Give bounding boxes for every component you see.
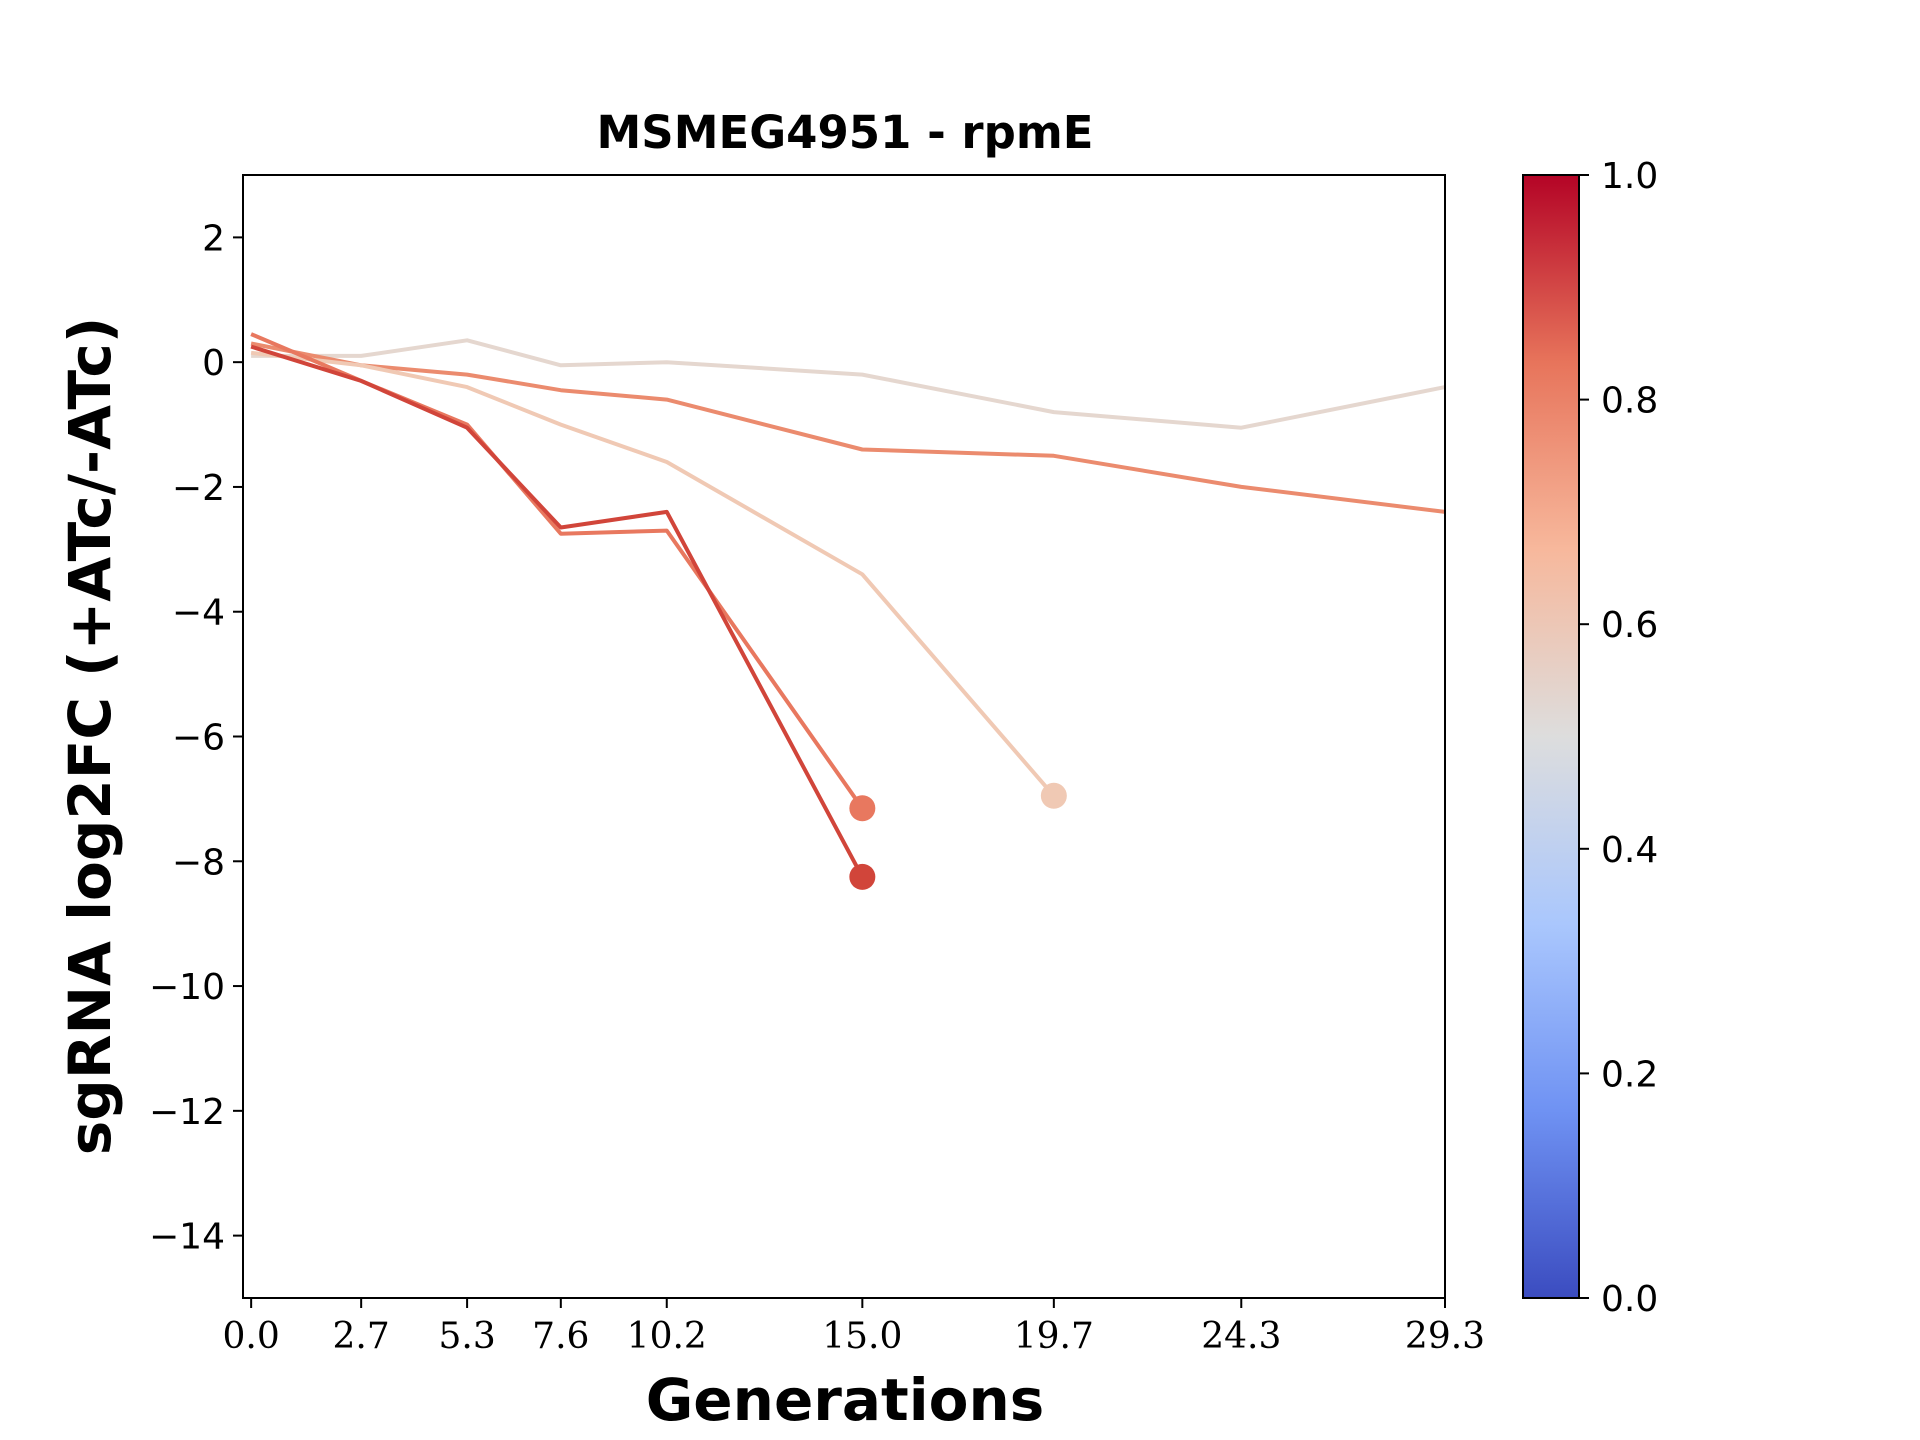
series-line-2 — [250, 341, 1446, 514]
y-tick-label: 0 — [202, 343, 225, 384]
y-tick-label: −2 — [172, 468, 225, 509]
y-tick-label: −4 — [172, 593, 225, 634]
colorbar-tick-label: 1.0 — [1601, 156, 1658, 197]
series-line-5 — [250, 344, 865, 878]
x-tick-label: 10.2 — [627, 1316, 707, 1357]
y-tick-label: −10 — [149, 967, 225, 1008]
series-endpoint-3 — [1040, 782, 1067, 809]
colorbar-tick-label: 0.4 — [1601, 830, 1658, 871]
y-tick-label: −14 — [149, 1217, 225, 1258]
y-tick-label: −12 — [149, 1092, 225, 1133]
x-tick-label: 0.0 — [223, 1316, 280, 1357]
y-tick-label: 2 — [202, 218, 225, 259]
x-tick-label: 5.3 — [438, 1316, 495, 1357]
x-axis-title: Generations — [646, 1366, 1045, 1434]
x-tick-label: 2.7 — [333, 1316, 390, 1357]
x-tick-label: 15.0 — [822, 1316, 902, 1357]
x-tick-label: 24.3 — [1201, 1316, 1281, 1357]
colorbar-frame — [1522, 174, 1580, 1299]
series-line-4 — [250, 332, 864, 810]
series-endpoint-4 — [849, 795, 876, 822]
chart-title: MSMEG4951 - rpmE — [597, 106, 1094, 159]
x-tick-label: 7.6 — [532, 1316, 589, 1357]
y-tick-label: −8 — [172, 842, 225, 883]
x-tick-label: 19.7 — [1014, 1316, 1094, 1357]
series-line-3 — [250, 350, 1056, 798]
plot-frame — [242, 174, 1446, 1299]
colorbar-tick-label: 0.0 — [1601, 1279, 1658, 1320]
x-tick-label: 29.3 — [1405, 1316, 1485, 1357]
series-layer — [250, 332, 1446, 890]
y-tick-label: −6 — [172, 718, 225, 759]
series-endpoint-5 — [849, 863, 876, 890]
colorbar-tick-label: 0.2 — [1601, 1054, 1658, 1095]
colorbar-tick-label: 0.8 — [1601, 381, 1658, 422]
x-axis: 0.0 2.7 5.3 7.6 10.2 15.0 19.7 24.3 29.3 — [223, 1298, 1485, 1357]
colorbar-axis: 0.0 0.2 0.4 0.6 0.8 1.0 — [1579, 156, 1658, 1320]
colorbar — [1523, 175, 1579, 1298]
colorbar-tick-label: 0.6 — [1601, 605, 1658, 646]
series-line-1 — [251, 338, 1446, 430]
y-axis-title: sgRNA log2FC (+ATc/-ATc) — [56, 317, 124, 1155]
y-axis: 2 0 −2 −4 −6 −8 −10 −12 −14 — [149, 218, 243, 1258]
